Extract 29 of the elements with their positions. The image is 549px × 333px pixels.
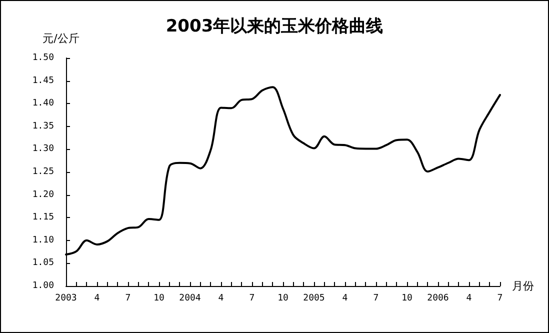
- y-tick-label: 1.45: [32, 76, 54, 86]
- y-tick-label: 1.05: [32, 258, 54, 268]
- y-tick-label: 1.30: [32, 144, 54, 154]
- y-tick-label: 1.15: [32, 212, 54, 223]
- x-tick-label: 2004: [179, 294, 201, 304]
- x-tick-label: 2003: [55, 294, 77, 304]
- y-tick-label: 1.40: [32, 98, 54, 109]
- y-tick-label: 1.50: [32, 53, 54, 63]
- x-tick-label: 4: [218, 294, 224, 304]
- x-tick-label: 7: [497, 294, 503, 304]
- x-tick-label: 7: [249, 294, 255, 304]
- x-tick-label: 2005: [303, 294, 325, 304]
- x-tick-label: 7: [373, 294, 379, 304]
- x-tick-label: 4: [466, 294, 472, 304]
- y-axis-title: 元/公斤: [42, 32, 80, 45]
- y-tick-label: 1.10: [32, 235, 54, 246]
- x-tick-label: 10: [278, 294, 288, 304]
- x-tick-label: 2006: [427, 294, 449, 304]
- chart-title: 2003年以来的玉米价格曲线: [166, 16, 384, 36]
- x-tick-label: 10: [154, 294, 164, 304]
- x-tick-label: 10: [402, 294, 412, 304]
- y-tick-label: 1.20: [32, 190, 54, 200]
- x-tick-label: 4: [342, 294, 348, 304]
- y-tick-label: 1.00: [32, 281, 54, 291]
- y-tick-label: 1.35: [32, 121, 54, 132]
- x-tick-label: 7: [125, 294, 131, 304]
- y-tick-label: 1.25: [32, 167, 54, 177]
- x-axis-title: 月份: [512, 280, 534, 292]
- x-tick-label: 4: [94, 294, 100, 304]
